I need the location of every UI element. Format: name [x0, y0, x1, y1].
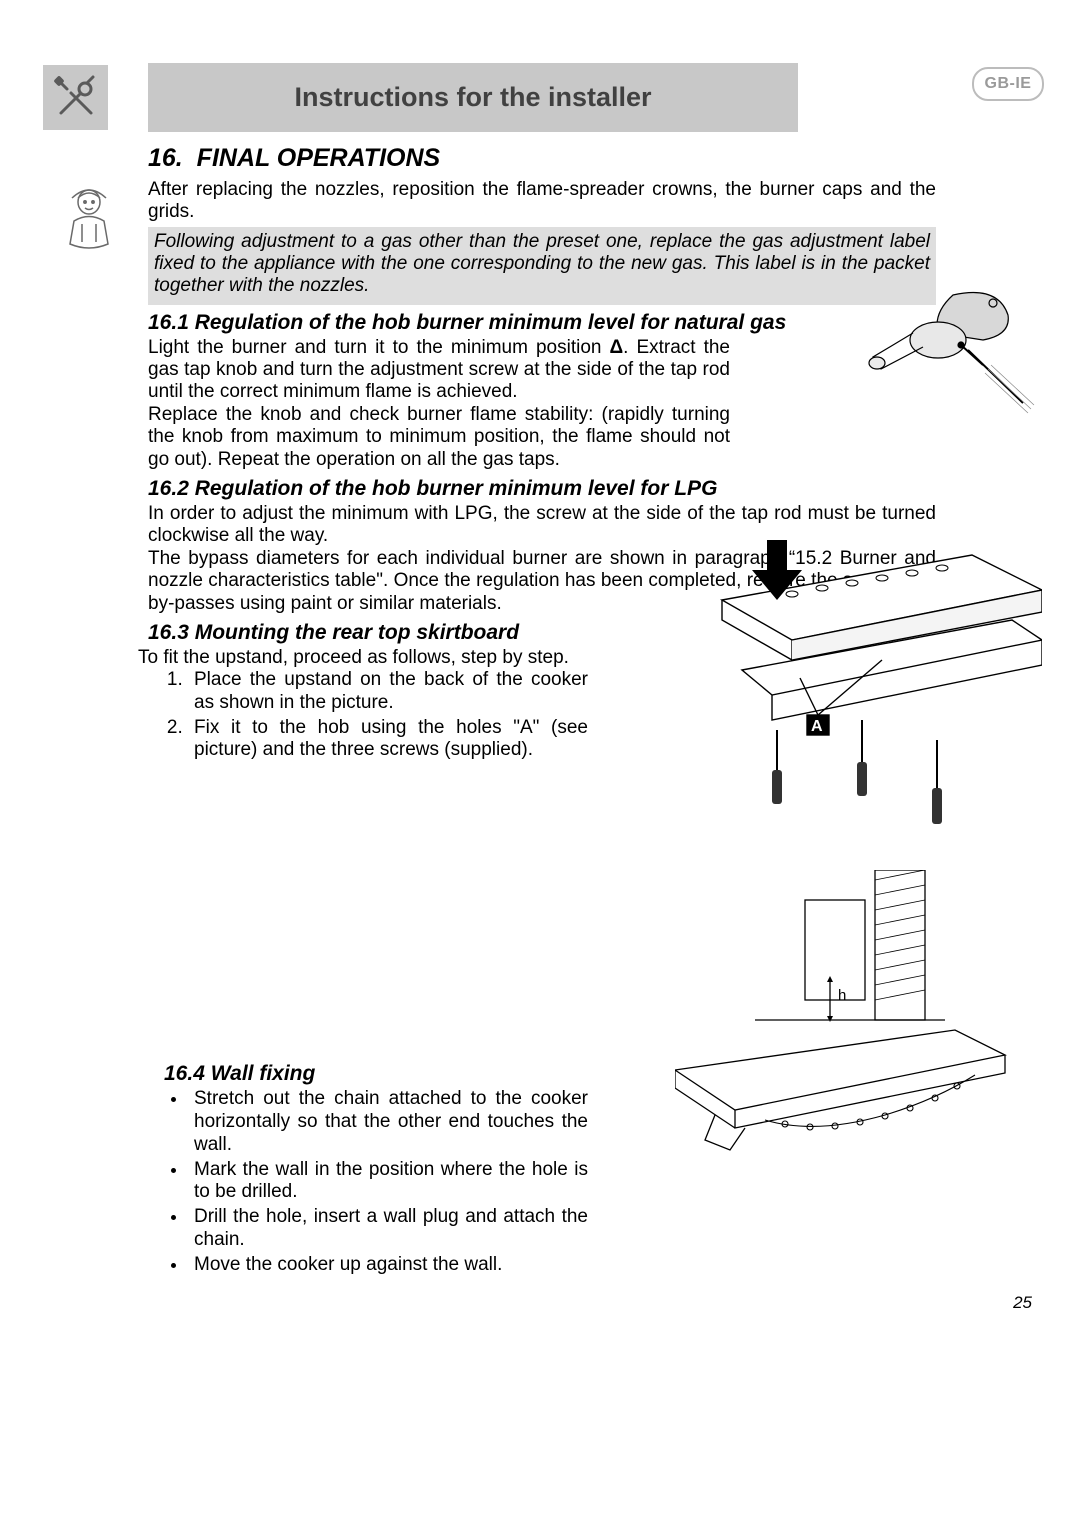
installer-person-icon	[60, 186, 118, 258]
skirtboard-diagram: A	[712, 540, 1042, 840]
language-badge-text: GB-IE	[985, 75, 1032, 93]
wall-fixing-diagram: h	[675, 870, 1025, 1170]
header-tools-icon-box	[43, 65, 108, 130]
diagram-label-a: A	[811, 718, 823, 735]
subsection-16-1-body: Light the burner and turn it to the mini…	[148, 337, 730, 471]
section-title-text: FINAL OPERATIONS	[197, 144, 441, 172]
list-item: Place the upstand on the back of the coo…	[188, 669, 588, 715]
sub4-list: Stretch out the chain attached to the co…	[170, 1088, 588, 1276]
list-item: Drill the hole, insert a wall plug and a…	[188, 1206, 588, 1252]
list-item: Mark the wall in the position where the …	[188, 1159, 588, 1205]
header-title: Instructions for the installer	[294, 82, 651, 113]
section-number: 16.	[148, 144, 183, 172]
sub3-list: Place the upstand on the back of the coo…	[170, 669, 588, 762]
section-title: 16. FINAL OPERATIONS	[148, 144, 936, 173]
wrench-screwdriver-icon	[53, 75, 99, 121]
language-badge: GB-IE	[972, 67, 1044, 101]
subsection-16-1-heading: 16.1 Regulation of the hob burner minimu…	[148, 311, 936, 335]
list-item: Stretch out the chain attached to the co…	[188, 1088, 588, 1156]
list-item: Move the cooker up against the wall.	[188, 1254, 588, 1277]
subsection-16-2-heading: 16.2 Regulation of the hob burner minimu…	[148, 477, 936, 501]
diagram-label-h: h	[838, 987, 846, 1004]
header-bar: Instructions for the installer	[148, 63, 798, 132]
section-intro: After replacing the nozzles, reposition …	[148, 179, 936, 223]
page-root: Instructions for the installer GB-IE 16.…	[0, 0, 1080, 1528]
page-number: 25	[1013, 1293, 1032, 1313]
sub1-p2: Replace the knob and check burner flame …	[148, 404, 730, 470]
sub1-p1a: Light the burner and turn it to the mini…	[148, 337, 609, 358]
note-box: Following adjustment to a gas other than…	[148, 227, 936, 305]
list-item: Fix it to the hob using the holes "A" (s…	[188, 717, 588, 763]
gas-tap-diagram	[843, 285, 1038, 415]
delta-symbol: Δ	[609, 337, 623, 358]
